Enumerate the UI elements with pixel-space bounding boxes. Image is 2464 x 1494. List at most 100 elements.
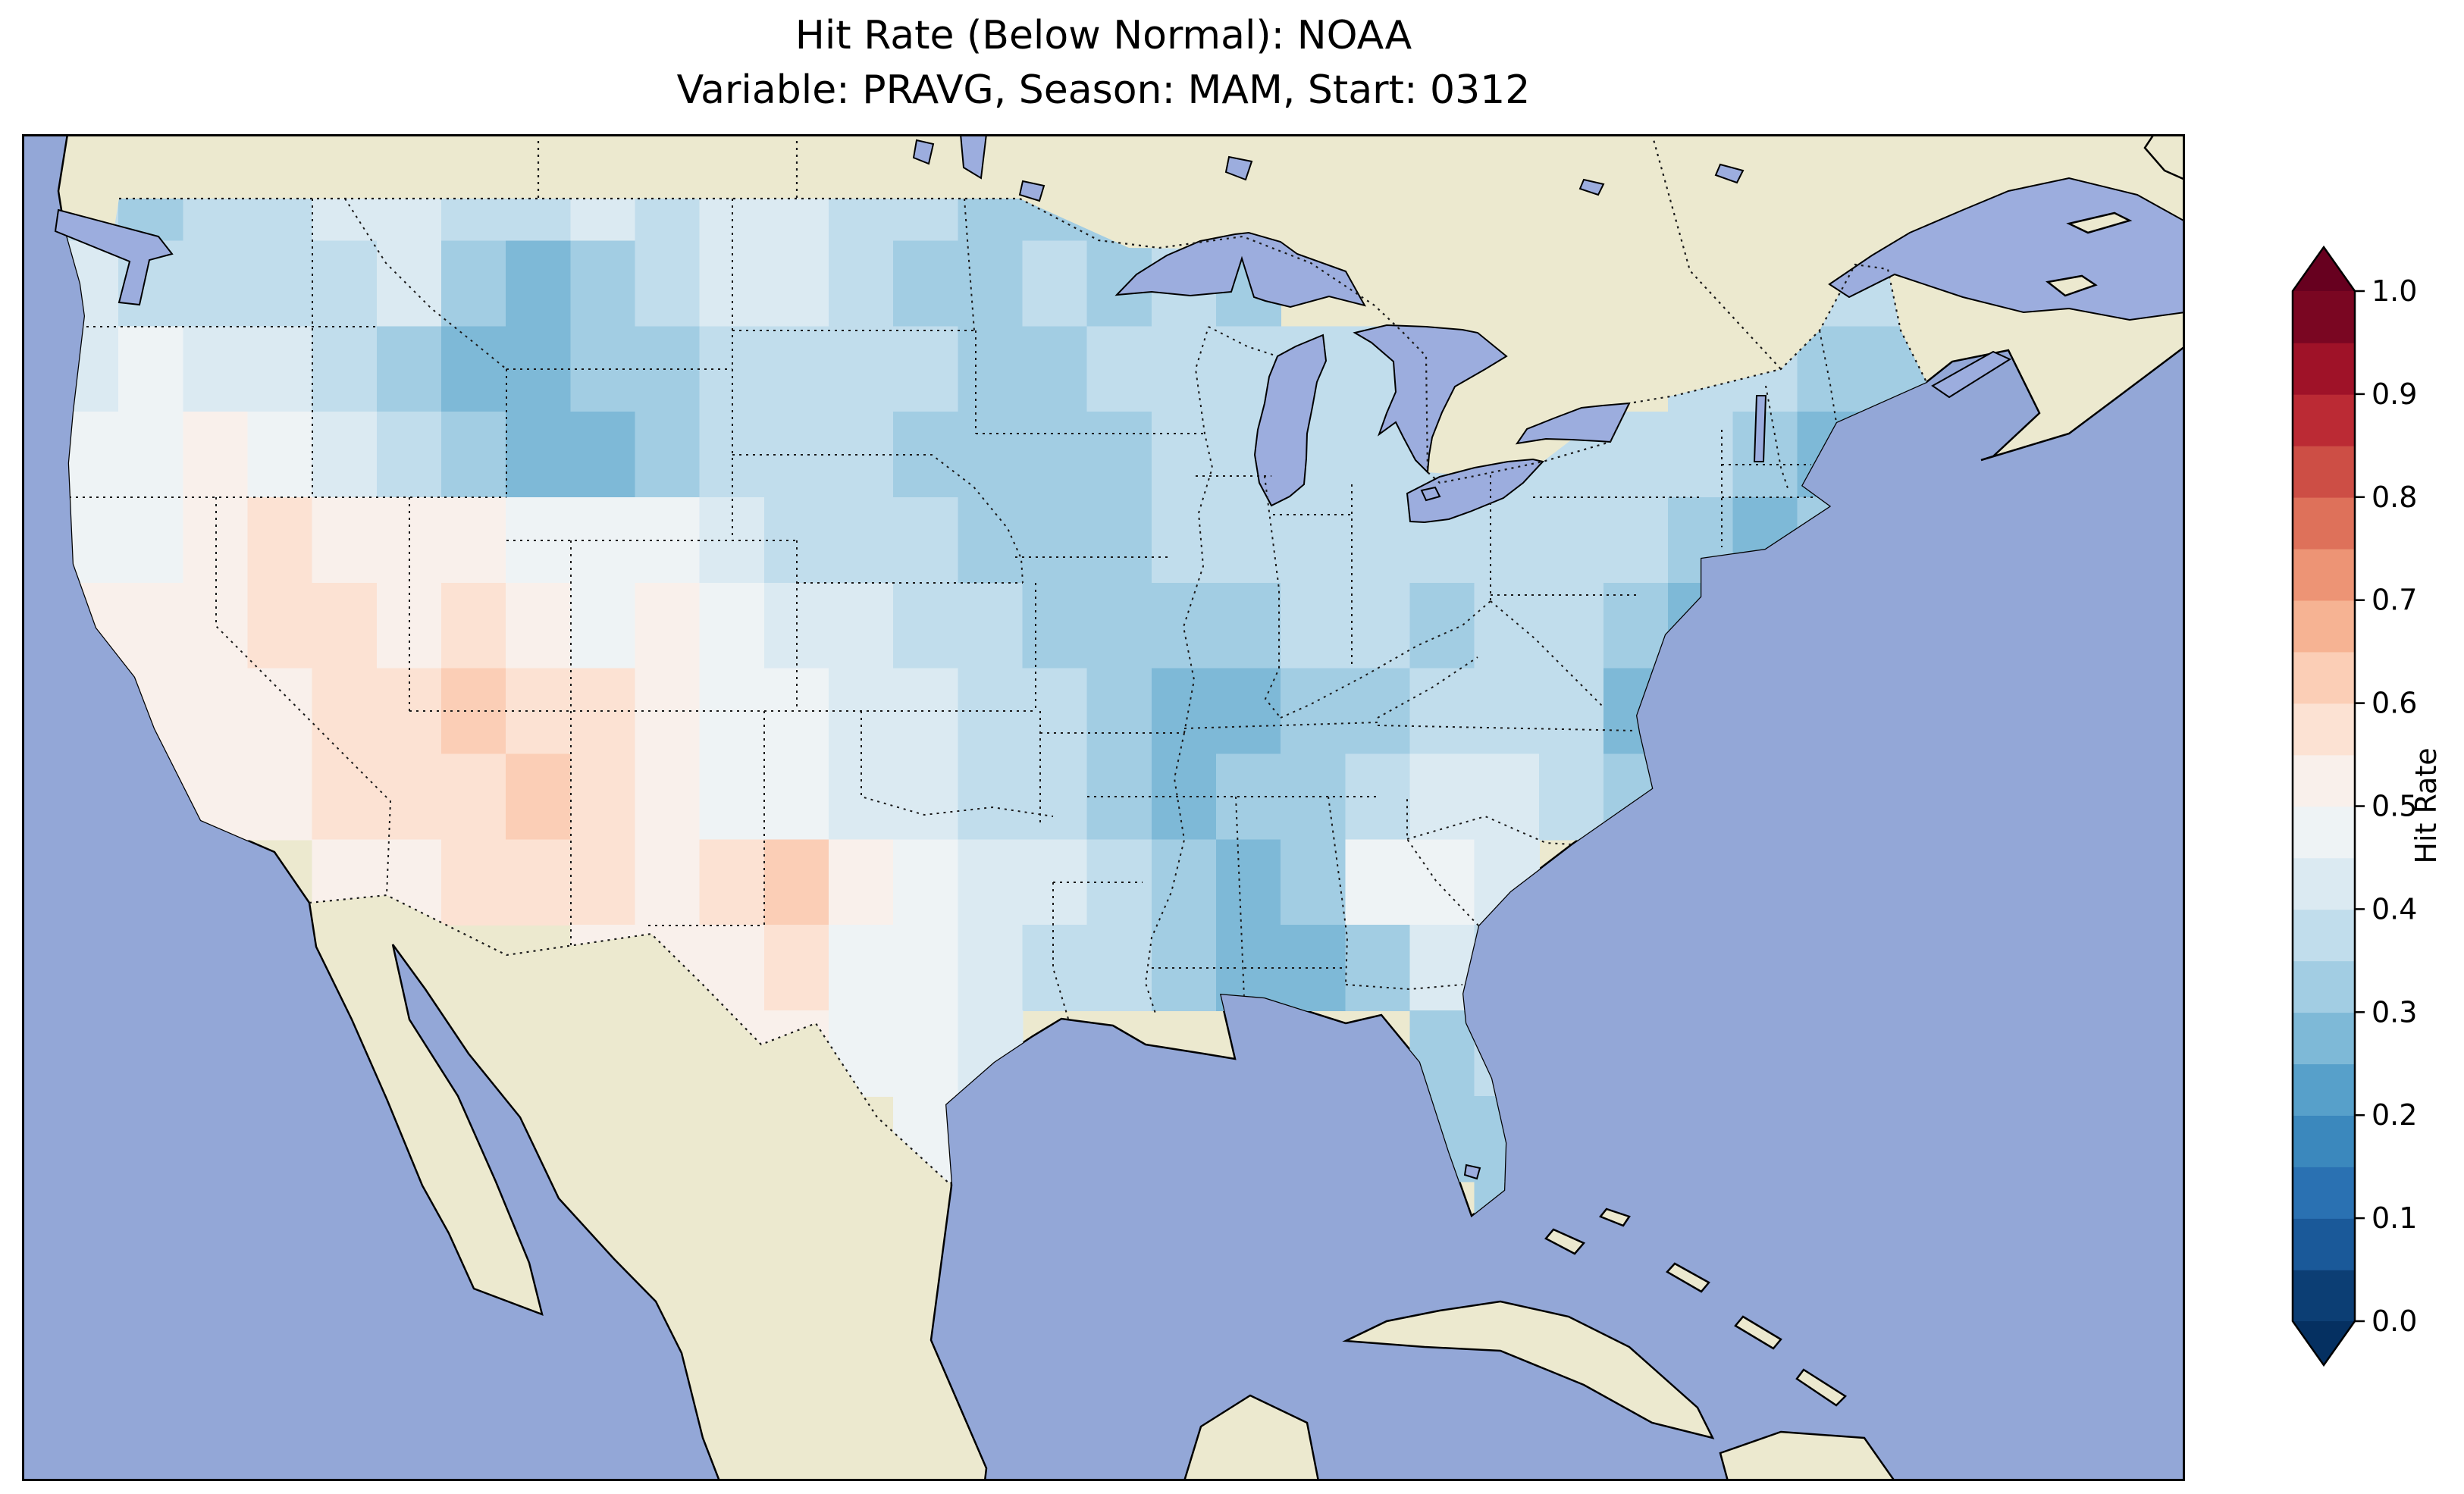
grid-cell bbox=[441, 753, 507, 841]
grid-cell bbox=[441, 326, 507, 413]
grid-cell bbox=[118, 412, 184, 499]
grid-cell bbox=[893, 925, 959, 1011]
grid-cell bbox=[1474, 753, 1540, 841]
grid-cell bbox=[1409, 582, 1475, 669]
grid-cell bbox=[893, 497, 959, 584]
grid-cell bbox=[312, 240, 378, 327]
colorbar-tick-label: 0.9 bbox=[2372, 377, 2417, 411]
grid-cell bbox=[763, 668, 830, 755]
grid-cell bbox=[570, 839, 636, 926]
colorbar-band bbox=[2293, 342, 2355, 395]
bahamas-islands bbox=[1544, 1207, 1847, 1407]
grid-cell bbox=[247, 497, 313, 584]
grid-cell bbox=[1668, 412, 1734, 499]
grid-cell bbox=[1281, 668, 1346, 755]
state-borders bbox=[69, 199, 1837, 1019]
map-frame bbox=[22, 134, 2185, 1481]
grid-cell bbox=[1474, 582, 1540, 669]
grid-cell bbox=[763, 326, 830, 413]
grid-cell bbox=[312, 497, 378, 584]
grid-cell bbox=[1409, 839, 1475, 926]
chart-title-line2: Variable: PRAVG, Season: MAM, Start: 031… bbox=[676, 67, 1531, 113]
bay-of-fundy bbox=[1931, 350, 2012, 399]
colorbar-tick-label: 0.2 bbox=[2372, 1098, 2417, 1132]
grid-cell bbox=[958, 326, 1024, 413]
quebec-lake-1 bbox=[1714, 163, 1745, 184]
national-borders bbox=[119, 134, 1927, 1186]
grid-cell bbox=[183, 582, 249, 669]
grid-cell bbox=[247, 326, 313, 413]
grid-cell bbox=[376, 753, 443, 841]
hispaniola-island bbox=[1719, 1430, 1896, 1481]
grid-cell bbox=[1086, 326, 1152, 413]
grid-cell bbox=[893, 753, 959, 841]
anticosti-island bbox=[2066, 211, 2133, 234]
strait-juan-de-fuca-puget-sound bbox=[54, 208, 174, 306]
colorbar-over-arrow bbox=[2293, 247, 2355, 291]
grid-cell bbox=[376, 240, 443, 327]
grid-cell bbox=[1151, 925, 1218, 1011]
grid-cell bbox=[635, 326, 701, 413]
grid-cell bbox=[570, 582, 636, 669]
grid-cell bbox=[958, 497, 1024, 584]
colorbar-tick-label: 0.4 bbox=[2372, 892, 2417, 926]
grid-cell bbox=[1281, 497, 1346, 584]
grid-cell bbox=[506, 753, 572, 841]
grid-cell bbox=[829, 839, 895, 926]
grid-cell bbox=[441, 497, 507, 584]
grid-cell bbox=[1281, 839, 1346, 926]
colorbar-tick-label: 0.5 bbox=[2372, 790, 2417, 823]
grid-cell bbox=[893, 240, 959, 327]
colorbar: 0.0 0.1 0.2 0.3 0.4 0.5 0.6 0.7 0.8 0.9 1.0 bbox=[2291, 245, 2417, 1367]
grid-cell bbox=[635, 753, 701, 841]
grid-cell bbox=[570, 412, 636, 499]
chart-title: Hit Rate (Below Normal): NOAA Variable: … bbox=[22, 9, 2185, 118]
grid-cell bbox=[376, 326, 443, 413]
grid-cell bbox=[1086, 412, 1152, 499]
grid-cell bbox=[1409, 668, 1475, 755]
colorbar-band bbox=[2293, 857, 2355, 910]
grid-cell bbox=[1538, 753, 1605, 841]
colorbar-band bbox=[2293, 1167, 2355, 1219]
colorbar-band bbox=[2293, 806, 2355, 859]
grid-cell bbox=[118, 497, 184, 584]
lake-okeechobee bbox=[1463, 1164, 1481, 1180]
colorbar-band bbox=[2293, 1012, 2355, 1065]
grid-cell bbox=[1474, 668, 1540, 755]
colorbar-band bbox=[2293, 1063, 2355, 1116]
colorbar-tick-label: 0.8 bbox=[2372, 481, 2417, 514]
colorbar-band bbox=[2293, 651, 2355, 704]
grid-cell bbox=[506, 497, 572, 584]
grid-cell bbox=[1086, 753, 1152, 841]
grid-cell bbox=[1022, 497, 1088, 584]
grid-cell bbox=[1022, 412, 1088, 499]
grid-cell bbox=[183, 412, 249, 499]
grid-cell bbox=[1086, 497, 1152, 584]
grid-cell bbox=[183, 326, 249, 413]
grid-cell bbox=[1151, 326, 1218, 413]
lake-manitoba bbox=[912, 139, 935, 165]
grid-cell bbox=[1538, 582, 1605, 669]
grid-cell bbox=[1086, 839, 1152, 926]
grid-cell bbox=[1345, 753, 1411, 841]
grid-cell bbox=[570, 199, 636, 242]
grid-cell bbox=[441, 839, 507, 926]
grid-cell bbox=[506, 326, 572, 413]
colorbar-band bbox=[2293, 291, 2355, 343]
grid-cell bbox=[570, 753, 636, 841]
grid-cell bbox=[312, 753, 378, 841]
grid-cell bbox=[506, 839, 572, 926]
colorbar-tick-label: 0.7 bbox=[2372, 584, 2417, 617]
grid-cell bbox=[441, 199, 507, 242]
grid-cell bbox=[506, 240, 572, 327]
grid-cell bbox=[763, 240, 830, 327]
us-map bbox=[22, 134, 2185, 1481]
grid-cell bbox=[1022, 582, 1088, 669]
colorbar-tick-label: 1.0 bbox=[2372, 274, 2417, 308]
grid-cell bbox=[893, 199, 959, 242]
grid-cell bbox=[893, 582, 959, 669]
grid-cell bbox=[763, 199, 830, 242]
grid-cell bbox=[441, 582, 507, 669]
colorbar-outline bbox=[2291, 245, 2356, 1367]
